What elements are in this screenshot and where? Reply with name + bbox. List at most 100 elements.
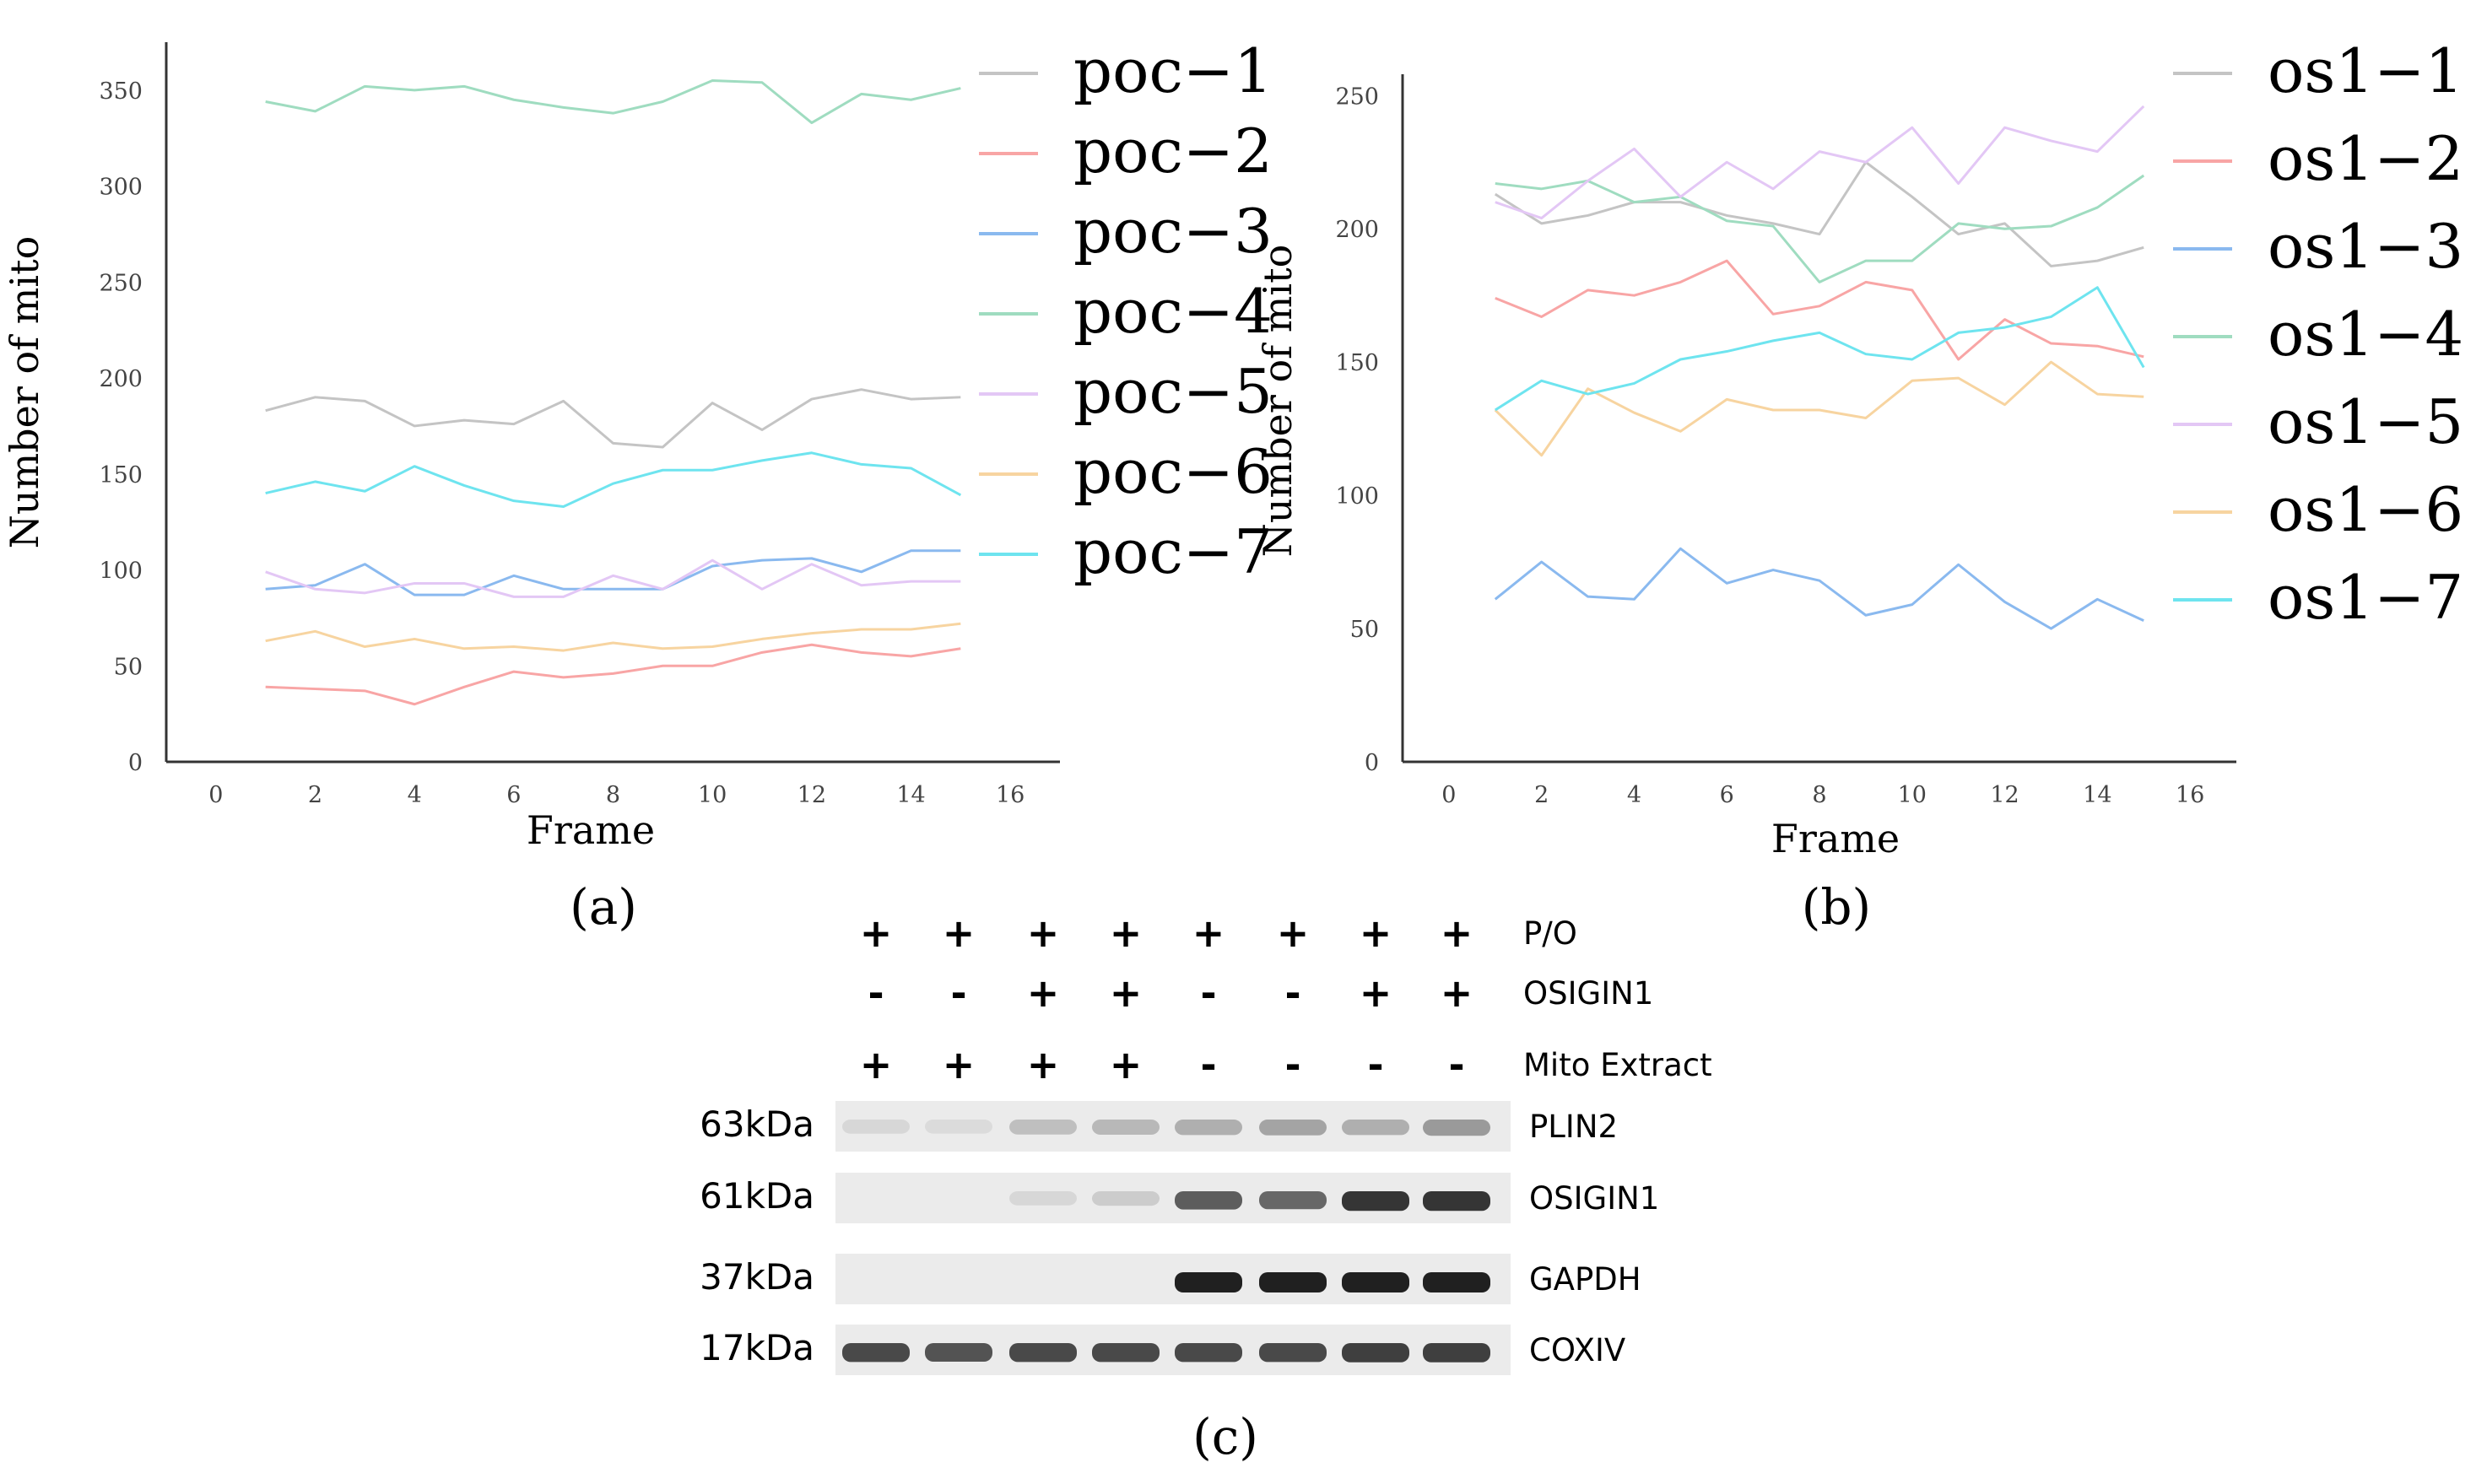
condition-sign: + — [1192, 910, 1225, 956]
condition-sign: - — [1200, 970, 1216, 1016]
condition-sign: + — [860, 910, 893, 956]
blot-band — [1092, 1191, 1160, 1206]
band-protein-label: OSIGIN1 — [1529, 1180, 1659, 1217]
blot-band — [1423, 1272, 1490, 1292]
x-tick-label: 14 — [2083, 782, 2111, 808]
blot-panel-c: + + + + + + + + - - + + - - + + + + + + - - - - P/O OSIGIN1 Mito … — [700, 910, 1711, 1465]
x-tick-label: 4 — [1627, 782, 1641, 808]
panel-label-c: (c) — [1192, 1408, 1258, 1465]
condition-sign: - — [950, 970, 966, 1016]
legend-label: poc−2 — [1073, 116, 1273, 186]
series-line-os1−3 — [1494, 547, 2144, 630]
y-tick-label: 150 — [1335, 350, 1379, 376]
x-tick-label: 0 — [208, 782, 223, 808]
panel-label-a: (a) — [570, 878, 637, 936]
series-line-poc−7 — [265, 451, 962, 508]
x-tick-label: 12 — [1990, 782, 2019, 808]
y-tick-label: 300 — [99, 175, 143, 201]
y-axis-label-b: Number of mito — [1255, 245, 1300, 558]
blot-band — [925, 1120, 992, 1134]
series-line-os1−7 — [1494, 286, 2145, 412]
condition-sign: - — [1448, 1042, 1464, 1087]
series-line-poc−4 — [265, 78, 961, 125]
series-line-poc−2 — [265, 643, 961, 706]
y-tick-label: 200 — [1335, 217, 1379, 243]
y-tick-label: 0 — [1365, 750, 1379, 776]
band-protein-label: GAPDH — [1529, 1261, 1641, 1298]
chart-panel-a: 0 50 100 150 200 250 300 350 0 2 4 6 8 10 12 14 16 poc−… — [2, 35, 1273, 936]
blot-band — [1259, 1120, 1327, 1136]
legend-label: poc−1 — [1073, 35, 1273, 106]
legend-label: os1−2 — [2268, 123, 2463, 194]
legend-label: os1−5 — [2268, 386, 2463, 457]
condition-sign: + — [1441, 970, 1473, 1016]
y-tick-label: 0 — [128, 750, 143, 776]
condition-sign: + — [943, 1042, 976, 1087]
condition-sign: + — [1110, 970, 1143, 1016]
y-tick-label: 100 — [99, 559, 143, 585]
y-tick-label: 350 — [99, 78, 143, 105]
blot-band — [1423, 1343, 1490, 1363]
condition-sign: - — [1367, 1042, 1383, 1087]
series-line-poc−1 — [265, 388, 961, 449]
y-tick-label: 250 — [99, 270, 143, 296]
blot-band — [1259, 1343, 1327, 1363]
y-axis-label-a: Number of mito — [2, 236, 47, 549]
legend-label: os1−3 — [2268, 211, 2463, 282]
blot-band — [1259, 1191, 1327, 1210]
series-line-poc−3 — [265, 549, 961, 596]
blot-band — [1092, 1343, 1160, 1363]
x-tick-label: 10 — [698, 782, 727, 808]
condition-label: Mito Extract — [1523, 1047, 1712, 1083]
legend-label: poc−3 — [1073, 196, 1273, 267]
blot-band — [1342, 1120, 1409, 1136]
blot-band — [1009, 1120, 1077, 1135]
series-line-poc−5 — [265, 559, 961, 598]
band-protein-label: PLIN2 — [1529, 1109, 1618, 1145]
chart-panel-b: 0 50 100 150 200 250 0 2 4 6 8 10 12 14 16 os1−1 os1−2… — [1255, 35, 2463, 936]
legend-label: os1−6 — [2268, 474, 2463, 545]
band-size-label: 63kDa — [700, 1104, 814, 1145]
condition-label: OSIGIN1 — [1523, 975, 1653, 1012]
panel-label-b: (b) — [1802, 878, 1871, 936]
condition-sign: + — [943, 910, 976, 956]
x-tick-label: 2 — [308, 782, 322, 808]
blot-band — [842, 1120, 910, 1134]
legend-label: os1−1 — [2268, 35, 2463, 106]
legend-label: poc−7 — [1073, 516, 1273, 587]
series-line-os1−2 — [1495, 259, 2144, 361]
band-size-label: 37kDa — [700, 1256, 814, 1298]
blot-band — [842, 1343, 910, 1363]
x-tick-label: 8 — [606, 782, 620, 808]
x-tick-label: 16 — [996, 782, 1025, 808]
blot-band — [1092, 1120, 1160, 1135]
condition-sign: + — [1360, 910, 1392, 956]
x-tick-label: 2 — [1534, 782, 1549, 808]
x-axis-label-a: Frame — [527, 807, 655, 853]
blot-band — [1009, 1343, 1077, 1363]
legend-label: poc−5 — [1073, 356, 1273, 427]
x-tick-label: 6 — [506, 782, 521, 808]
series-line-os1−5 — [1495, 105, 2145, 220]
legend-label: os1−4 — [2268, 299, 2463, 370]
condition-label: P/O — [1523, 915, 1577, 952]
blot-band — [1423, 1191, 1490, 1211]
series-line-os1−4 — [1495, 174, 2145, 283]
condition-sign: + — [1277, 910, 1310, 956]
x-tick-label: 12 — [797, 782, 826, 808]
condition-sign: - — [1284, 970, 1300, 1016]
condition-sign: + — [1027, 970, 1060, 1016]
x-axis-label-b: Frame — [1771, 816, 1900, 861]
band-size-label: 17kDa — [700, 1327, 814, 1368]
y-tick-label: 100 — [1335, 483, 1379, 510]
band-protein-label: COXIV — [1529, 1332, 1625, 1368]
series-line-os1−6 — [1494, 360, 2144, 457]
blot-band — [1175, 1272, 1242, 1292]
condition-sign: - — [1284, 1042, 1300, 1087]
legend-label: poc−6 — [1073, 436, 1273, 507]
condition-sign: + — [1110, 1042, 1143, 1087]
legend-label: os1−7 — [2268, 562, 2463, 633]
band-size-label: 61kDa — [700, 1175, 814, 1217]
x-tick-label: 10 — [1898, 782, 1927, 808]
condition-sign: + — [1110, 910, 1143, 956]
